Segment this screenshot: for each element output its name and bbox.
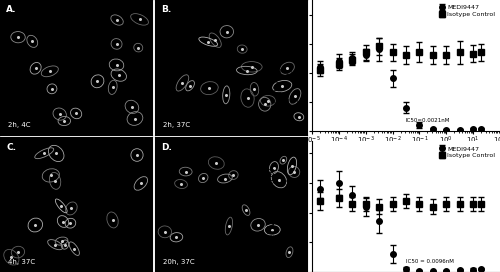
Text: 20h, 37C: 20h, 37C [162,259,194,265]
X-axis label: nM Antibody: nM Antibody [380,148,432,157]
Legend: MEDI9447, Isotype Control: MEDI9447, Isotype Control [437,144,497,160]
Text: C.: C. [6,143,16,152]
Text: 2h, 37C: 2h, 37C [162,122,190,128]
Legend: MEDI9447, Isotype Control: MEDI9447, Isotype Control [437,3,497,19]
Y-axis label: Cell Viability (RLU): Cell Viability (RLU) [268,168,278,246]
Text: 4h, 37C: 4h, 37C [8,259,34,265]
Text: D.: D. [161,143,172,152]
Text: B.: B. [161,5,172,14]
Text: A.: A. [6,5,16,14]
Text: IC50=0.0021nM: IC50=0.0021nM [406,118,450,123]
Text: 2h, 4C: 2h, 4C [8,122,30,128]
Text: F.: F. [270,122,280,135]
Y-axis label: Cell Viability (RLU): Cell Viability (RLU) [275,26,284,104]
Text: IC50 = 0.0096nM: IC50 = 0.0096nM [406,259,454,264]
